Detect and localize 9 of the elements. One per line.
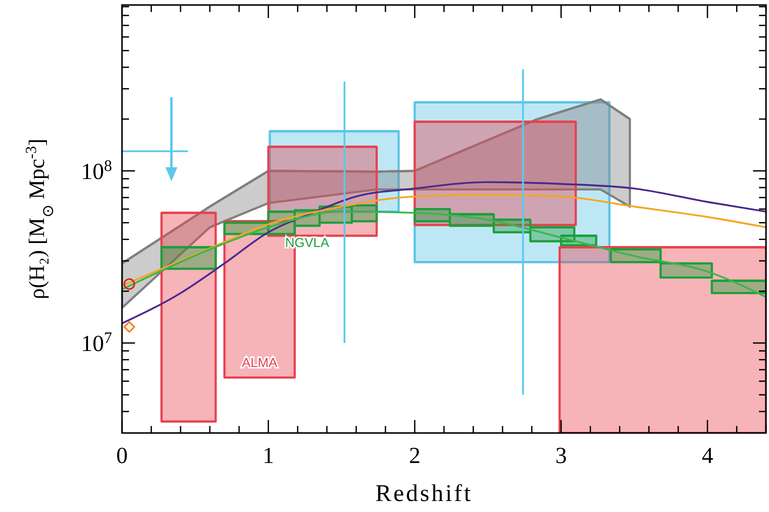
x-axis-title: Redshift [375, 481, 473, 507]
x-tick-label: 3 [555, 443, 567, 468]
y-tick-label: 10$^{8}$ [80, 157, 112, 184]
text: ALMA [242, 354, 278, 370]
y-tick-label: 10$^{7}$ [80, 330, 112, 356]
x-tick-label: 2 [408, 443, 420, 468]
x-tick-label: 0 [116, 443, 128, 468]
x-tick-label: 1 [262, 443, 274, 468]
x-tick-label: 4 [702, 443, 714, 468]
